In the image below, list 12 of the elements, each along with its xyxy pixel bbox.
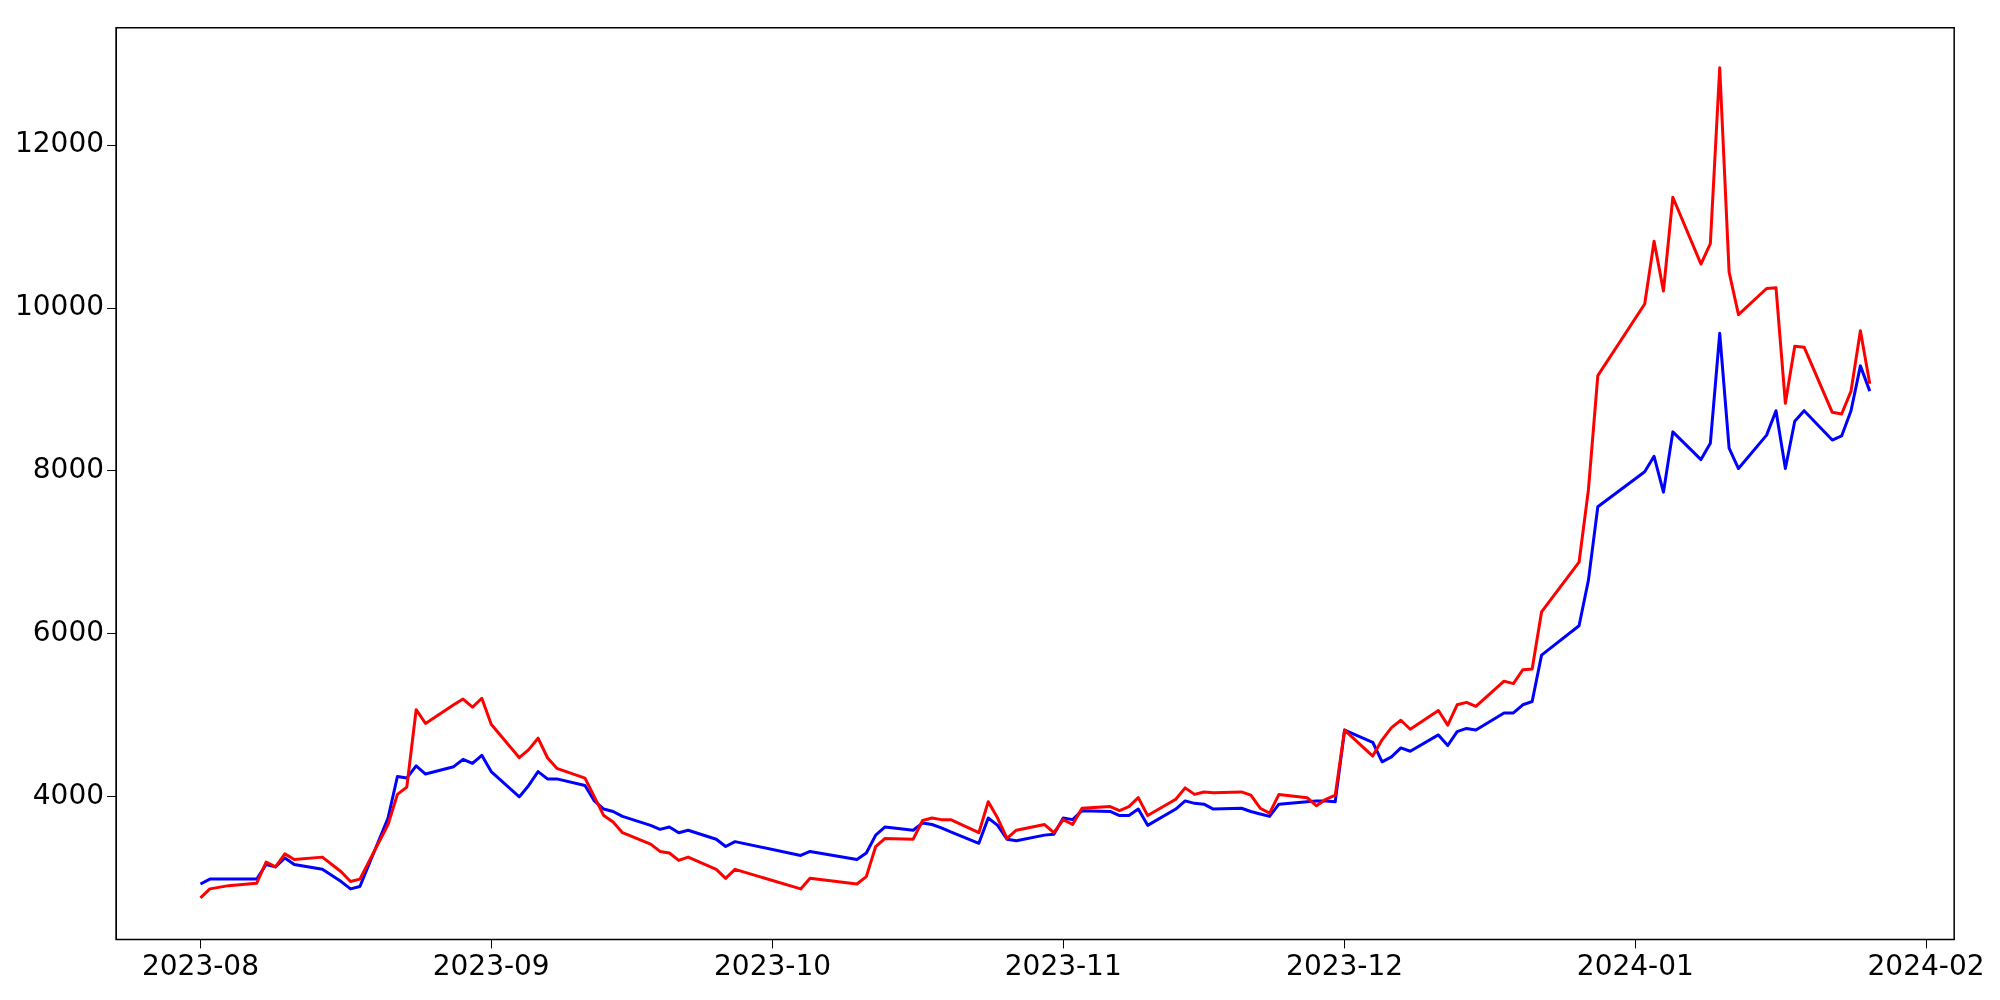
y-tick-label: 12000 (14, 126, 105, 160)
x-tick-label: 2023-08 (141, 949, 259, 983)
y-tick-label: 4000 (32, 778, 105, 812)
x-tick-label: 2023-11 (1004, 949, 1122, 983)
x-tick-label: 2024-02 (1867, 949, 1985, 983)
x-tick-label: 2023-12 (1286, 949, 1404, 983)
y-tick-label: 6000 (32, 615, 105, 649)
x-tick-label: 2024-01 (1576, 949, 1694, 983)
x-tick-label: 2023-09 (432, 949, 550, 983)
y-tick-label: 8000 (32, 452, 105, 486)
x-tick-label: 2023-10 (714, 949, 832, 983)
y-tick-label: 10000 (14, 289, 105, 323)
